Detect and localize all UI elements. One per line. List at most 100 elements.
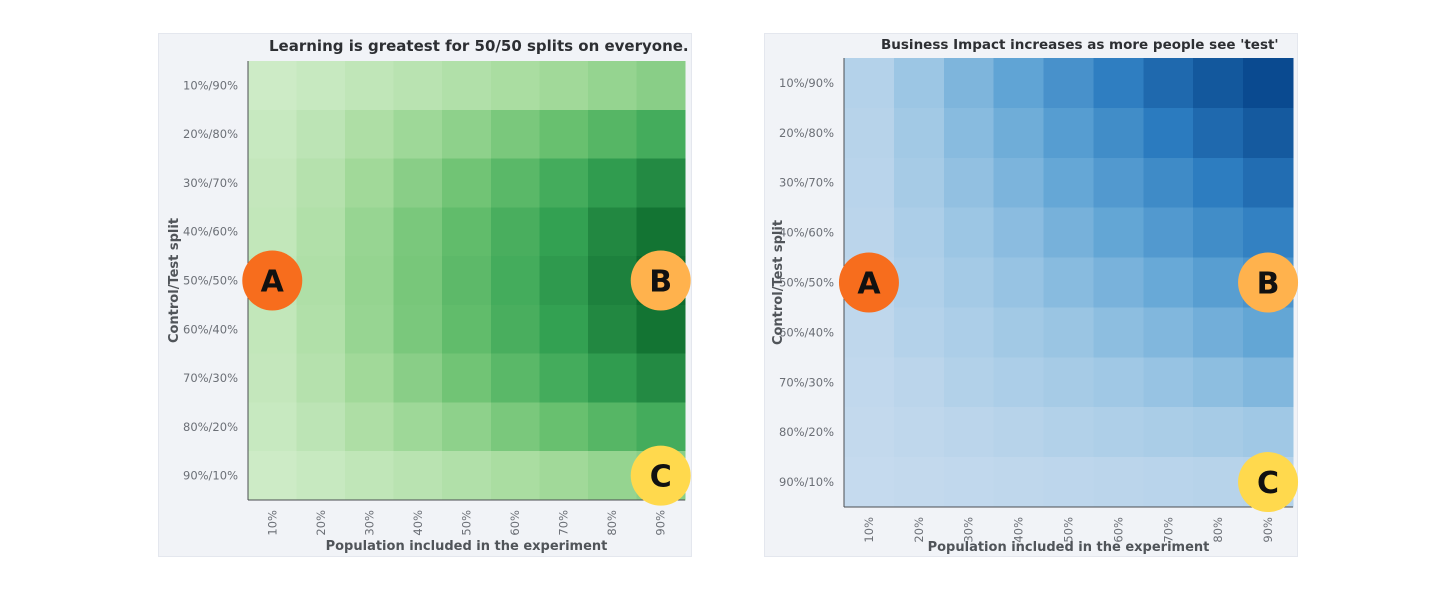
heatmap-cell: [539, 61, 589, 111]
heatmap-cell: [539, 402, 589, 452]
y-tick-label: 70%/30%: [183, 371, 238, 385]
heatmap-cell: [1193, 457, 1244, 508]
learning-heatmap: 10%/90% 20%/80% 30%/70% 40%/60% 50%/50% 60%/4…: [167, 61, 691, 554]
heatmap-cell: [844, 407, 895, 458]
heatmap-cell: [1243, 107, 1294, 159]
heatmap-cell: [844, 207, 895, 259]
x-tick-label: 80%: [1211, 517, 1225, 543]
heatmap-cell: [1143, 58, 1194, 109]
y-tick-label: 30%/70%: [779, 176, 834, 190]
heatmap-cell: [636, 158, 686, 208]
marker-b-circle: [630, 250, 691, 311]
y-tick-label: 10%/90%: [183, 78, 238, 92]
heatmap-cell: [636, 304, 686, 355]
heatmap-cell: [943, 257, 995, 308]
heatmap-cell: [1043, 457, 1094, 508]
y-axis-title: Control/Test split: [167, 218, 182, 343]
heatmap-cell: [1143, 407, 1194, 458]
heatmap-cell: [587, 109, 637, 160]
heatmap-cell: [296, 158, 346, 208]
heatmap-cell: [1043, 107, 1094, 159]
heatmap-cell: [1143, 357, 1194, 408]
heatmap-cell: [893, 407, 945, 458]
x-tick-label: 90%: [654, 510, 668, 536]
heatmap-cell: [893, 307, 945, 358]
heatmap-cell: [1093, 257, 1144, 308]
x-axis-title: Population included in the experiment: [326, 539, 608, 554]
heatmap-cell: [1143, 257, 1194, 308]
heatmap-cell: [296, 61, 346, 111]
x-tick-label: 70%: [1161, 517, 1175, 543]
heatmap-cell: [393, 158, 443, 208]
heatmap-cell: [943, 157, 995, 209]
x-tick-label: 30%: [362, 510, 376, 536]
heatmap-cell: [587, 402, 637, 452]
x-tick-label: 10%: [862, 517, 876, 543]
heatmap-cell: [393, 353, 443, 403]
heatmap-cell: [1093, 58, 1144, 109]
x-tick-label: 20%: [314, 510, 328, 536]
heatmap-cell: [442, 451, 492, 501]
learning-heatmap-panel: Learning is greatest for 50/50 splits on…: [158, 33, 692, 557]
heatmap-cell: [1093, 457, 1144, 508]
heatmap-cell: [345, 256, 395, 306]
heatmap-cell: [844, 357, 895, 408]
heatmap-cell: [296, 353, 346, 403]
heatmap-cell: [893, 58, 945, 109]
heatmap-cell: [539, 304, 589, 355]
heatmap-cell: [248, 109, 298, 160]
heatmap-cell: [993, 457, 1045, 508]
heatmap-cell: [248, 402, 298, 452]
heatmap-cell: [1043, 58, 1094, 109]
heatmap-cell: [490, 402, 540, 452]
heatmap-cell: [1193, 307, 1244, 358]
y-tick-label: 30%/70%: [183, 176, 238, 190]
heatmap-cell: [296, 304, 346, 355]
heatmap-cell: [587, 304, 637, 355]
heatmap-cell: [539, 353, 589, 403]
heatmap-cell: [393, 109, 443, 160]
heatmap-cell: [490, 304, 540, 355]
marker-a-label: A: [261, 265, 285, 300]
heatmap-cell: [1243, 307, 1294, 358]
heatmap-cell: [1143, 157, 1194, 209]
heatmap-cell: [248, 304, 298, 355]
y-tick-label: 10%/90%: [779, 76, 834, 90]
heatmap-cell: [993, 157, 1045, 209]
x-tick-label: 10%: [265, 510, 279, 536]
heatmap-cell: [1093, 207, 1144, 259]
marker-b-circle: [1238, 252, 1299, 313]
x-tick-label: 60%: [1111, 517, 1125, 543]
heatmap-cell: [844, 157, 895, 209]
heatmap-cell: [993, 58, 1045, 109]
heatmap-cell: [393, 402, 443, 452]
heatmap-cell: [893, 157, 945, 209]
x-tick-label: 30%: [962, 517, 976, 543]
x-tick-label: 90%: [1261, 517, 1275, 543]
heatmap-cell: [539, 451, 589, 501]
heatmap-cell: [587, 158, 637, 208]
x-tick-label: 60%: [508, 510, 522, 536]
y-tick-label: 20%/80%: [779, 126, 834, 140]
heatmap-cell: [393, 207, 443, 257]
heatmap-cell: [296, 451, 346, 501]
heatmap-cell: [345, 402, 395, 452]
heatmap-cell: [587, 451, 637, 501]
heatmap-cell: [248, 353, 298, 403]
heatmap-cell: [1193, 357, 1244, 408]
heatmap-cell: [296, 109, 346, 160]
marker-b-label: B: [1257, 267, 1280, 302]
heatmap-cell: [345, 451, 395, 501]
heatmap-cell: [1243, 207, 1294, 259]
heatmap-cell: [442, 304, 492, 355]
heatmap-cell: [587, 61, 637, 111]
heatmap-cell: [1093, 107, 1144, 159]
heatmap-cell: [1193, 207, 1244, 259]
heatmap-cell: [248, 451, 298, 501]
x-axis-title: Population included in the experiment: [928, 540, 1210, 555]
marker-c-circle: [630, 445, 691, 506]
heatmap-cell: [248, 207, 298, 257]
y-tick-label: 80%/20%: [183, 420, 238, 434]
marker-c-label: C: [650, 460, 672, 495]
heatmap-cell: [943, 107, 995, 159]
